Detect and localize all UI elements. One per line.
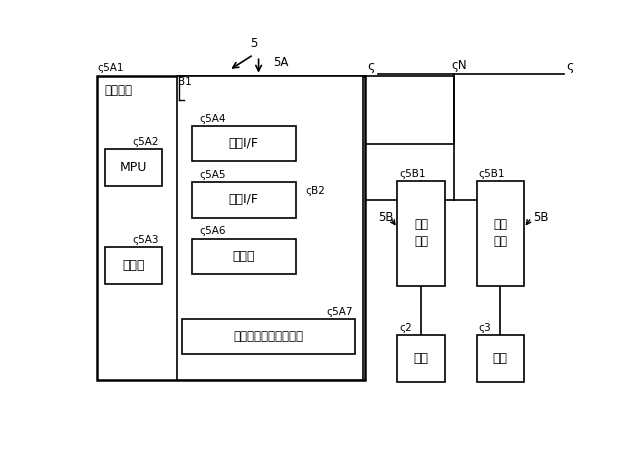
Text: ς2: ς2 [399,323,412,333]
Text: ς3: ς3 [478,323,491,333]
Bar [397,181,445,286]
Text: ς5A6: ς5A6 [199,227,225,237]
Text: 回路
基板: 回路 基板 [493,218,508,248]
Text: B1: B1 [178,77,192,87]
Bar [177,76,363,380]
Bar [191,126,296,162]
Text: ς5A4: ς5A4 [199,114,225,124]
Bar [182,319,355,354]
Bar [105,248,162,284]
Text: ς5A2: ς5A2 [133,137,159,147]
Text: 5B: 5B [533,211,548,224]
Text: ς5B1: ς5B1 [399,169,426,179]
Text: ςN: ςN [452,59,467,72]
Text: 機器: 機器 [413,352,429,365]
Text: MPU: MPU [120,161,147,174]
Text: ς: ς [566,60,573,73]
Text: 機器: 機器 [493,352,508,365]
Text: 通信I/F: 通信I/F [228,137,259,151]
Text: 回路
基板: 回路 基板 [414,218,428,248]
Text: 回路基板: 回路基板 [105,84,133,97]
Text: 5: 5 [250,37,257,50]
Text: ς5B1: ς5B1 [478,169,505,179]
Text: ς: ς [368,60,375,73]
Text: バスI/F: バスI/F [228,193,259,207]
Bar [477,181,524,286]
Bar [97,76,365,380]
Bar [191,182,296,217]
Text: ςB2: ςB2 [306,186,326,196]
Text: ς5A5: ς5A5 [199,170,225,180]
Text: 記憶部: 記憶部 [232,249,255,263]
Bar [191,238,296,273]
Text: メモリ: メモリ [122,259,145,272]
Text: 外部記憶媒体記憶装置: 外部記憶媒体記憶装置 [234,330,303,343]
Text: ς5A1: ς5A1 [97,63,124,73]
Bar [397,335,445,382]
Text: ς5A3: ς5A3 [133,235,159,245]
Text: 5B: 5B [379,211,394,224]
Text: 5A: 5A [273,56,289,69]
Bar [477,335,524,382]
Bar [105,149,162,186]
Text: ς5A7: ς5A7 [326,307,353,317]
